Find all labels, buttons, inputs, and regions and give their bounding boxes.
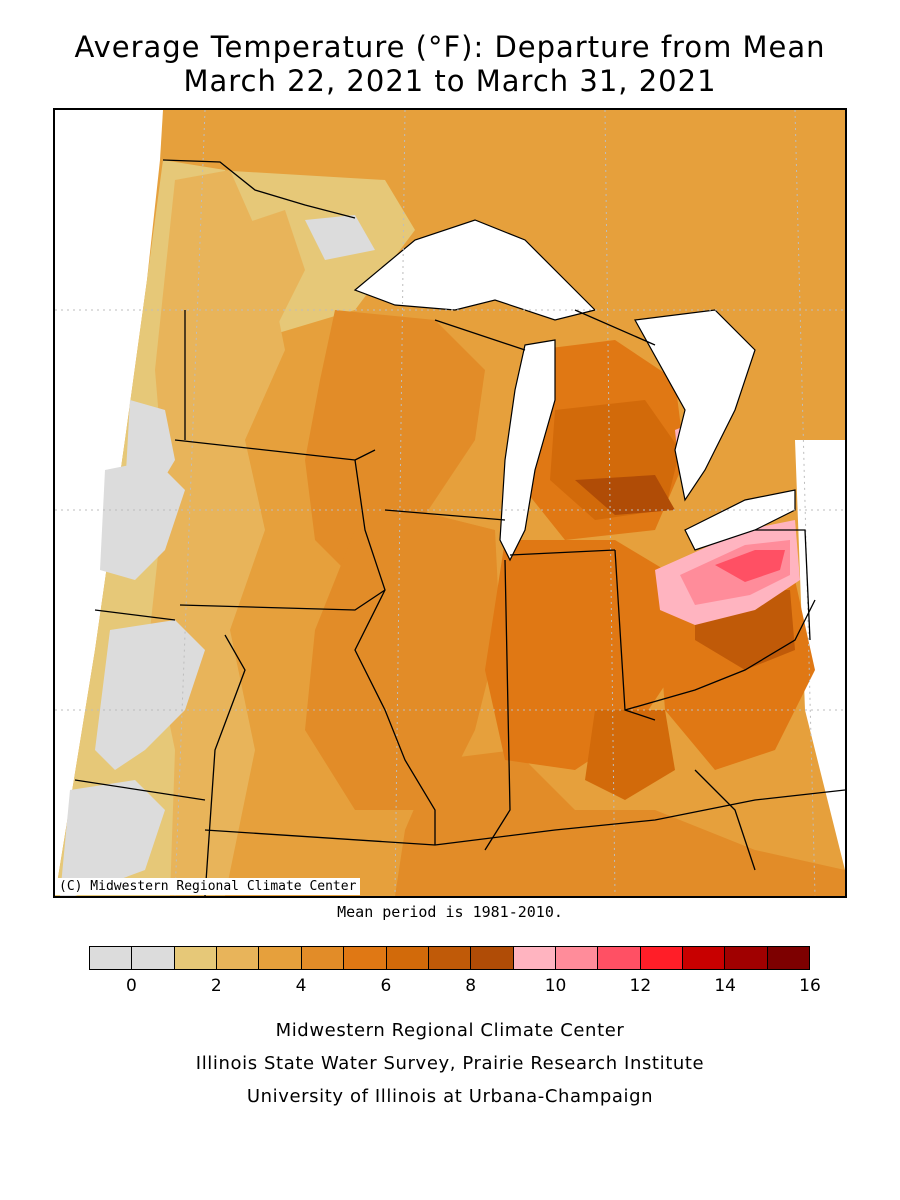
mean-period-note: Mean period is 1981-2010. [337,903,563,921]
legend-tick-label: 16 [799,976,821,996]
legend-tick-label: 0 [125,976,137,996]
legend-swatch-13 [640,947,684,969]
map-title-line-1: Average Temperature (°F): Departure from… [74,30,826,64]
legend-swatch-3 [217,947,260,969]
legend-tick-label: 4 [295,976,307,996]
region-southeast-michigan-8-9F [575,475,675,515]
legend-swatch-9 [471,947,514,969]
map-canvas [55,110,845,896]
legend-tick-label: 8 [465,976,477,996]
legend-tick-label: 12 [629,976,652,996]
color-legend-bar [89,946,810,970]
legend-swatch-11 [555,947,599,969]
region-lake-erie-shore-11-12F [715,550,785,582]
legend-swatch-4 [259,947,302,969]
lake-huron [634,309,756,502]
footer-line-3: University of Illinois at Urbana-Champai… [246,1086,654,1107]
region-wisconsin-4-5F [305,310,485,580]
temperature-departure-map [53,108,847,898]
legend-tick-label: 6 [380,976,392,996]
legend-tick-label: 10 [544,976,567,996]
legend-swatch-1 [132,947,175,969]
legend-swatch-7 [386,947,429,969]
region-illinois-4-5F [305,510,500,810]
legend-tick-label: 14 [714,976,736,996]
legend-tick-label: 2 [210,976,222,996]
region-nebraska-below-1F [95,620,205,770]
map-outside-area-east [795,440,845,896]
legend-swatch-5 [301,947,345,969]
footer-line-1: Midwestern Regional Climate Center [275,1020,625,1041]
region-kentucky-core-6-7F [585,710,675,800]
legend-swatch-14 [683,947,726,969]
legend-swatch-12 [598,947,641,969]
region-kansas-below-1F [60,780,165,896]
state-borders [74,159,845,896]
legend-swatch-2 [174,947,218,969]
graticule-lines [55,110,845,896]
region-central-minnesota-iowa-2-3F [150,170,285,896]
legend-swatch-15 [725,947,768,969]
footer-line-2: Illinois State Water Survey, Prairie Res… [195,1053,705,1074]
lake-michigan [499,339,556,562]
legend-swatch-10 [513,947,556,969]
legend-swatch-6 [344,947,387,969]
legend-swatch-8 [428,947,472,969]
map-copyright: (C) Midwestern Regional Climate Center [55,878,361,895]
legend-swatch-0 [90,947,133,969]
legend-swatch-16 [767,947,810,969]
region-north-shore-below-1F [305,215,375,260]
map-title-line-2: March 22, 2021 to March 31, 2021 [183,64,717,98]
region-northeast-minnesota-2-3F [225,210,305,330]
region-south-dakota-below-1F [100,460,185,580]
